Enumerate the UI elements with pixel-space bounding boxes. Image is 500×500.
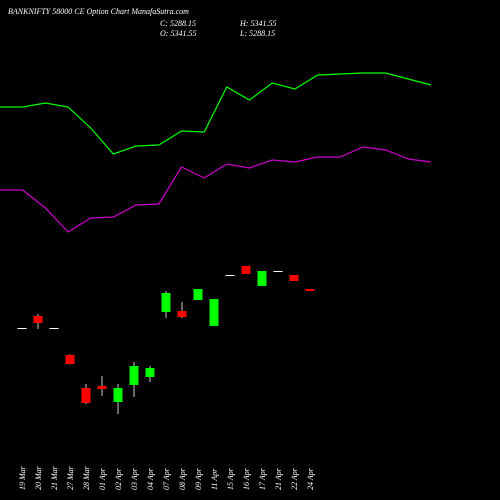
candle-body xyxy=(289,275,299,282)
x-tick-label: 07 Apr xyxy=(162,467,171,490)
candle-body xyxy=(241,265,251,275)
x-tick-label: 03 Apr xyxy=(130,467,139,490)
x-tick-label: 28 Mar xyxy=(82,465,91,490)
candle-body xyxy=(193,289,203,300)
candle-body xyxy=(33,316,43,323)
stat-high: H: 5341.55 xyxy=(239,19,276,28)
x-tick-label: 22 Apr xyxy=(290,467,299,490)
x-tick-label: 04 Apr xyxy=(146,467,155,490)
x-tick-label: 19 Mar xyxy=(18,465,27,490)
stat-close: C: 5288.15 xyxy=(160,19,196,28)
x-tick-label: 01 Apr xyxy=(98,467,107,490)
candle-body xyxy=(209,299,219,327)
x-tick-label: 24 Apr xyxy=(306,467,315,490)
candle-body xyxy=(305,289,315,292)
candle-body xyxy=(65,355,75,365)
candle-body xyxy=(273,271,283,273)
chart-title: BANKNIFTY 58000 CE Option Chart ManafaSu… xyxy=(8,7,189,16)
candle-body xyxy=(81,388,91,403)
x-tick-label: 17 Apr xyxy=(258,467,267,490)
candle-body xyxy=(17,328,27,330)
x-tick-label: 27 Mar xyxy=(66,465,75,490)
candle-body xyxy=(145,368,155,378)
x-tick-label: 21 Apr xyxy=(274,467,283,490)
indicator-line xyxy=(0,72,432,155)
x-tick-label: 15 Apr xyxy=(226,467,235,490)
x-tick-label: 02 Apr xyxy=(114,467,123,490)
x-tick-label: 08 Apr xyxy=(178,467,187,490)
candle-body xyxy=(257,271,267,287)
x-tick-label: 20 Mar xyxy=(34,465,43,490)
x-tick-label: 11 Apr xyxy=(210,468,219,490)
x-tick-label: 21 Mar xyxy=(50,465,59,490)
candle-body xyxy=(225,275,235,277)
candle-body xyxy=(177,311,187,318)
indicator-line xyxy=(0,146,432,233)
stat-low: L: 5288.15 xyxy=(239,29,275,38)
candle-body xyxy=(129,366,139,386)
candle-body xyxy=(97,385,107,389)
candle-body xyxy=(49,328,59,330)
x-tick-label: 16 Apr xyxy=(242,467,251,490)
candle-body xyxy=(161,292,171,313)
candle-body xyxy=(113,388,123,402)
stat-open: O: 5341.55 xyxy=(160,29,196,38)
x-tick-label: 09 Apr xyxy=(194,467,203,490)
